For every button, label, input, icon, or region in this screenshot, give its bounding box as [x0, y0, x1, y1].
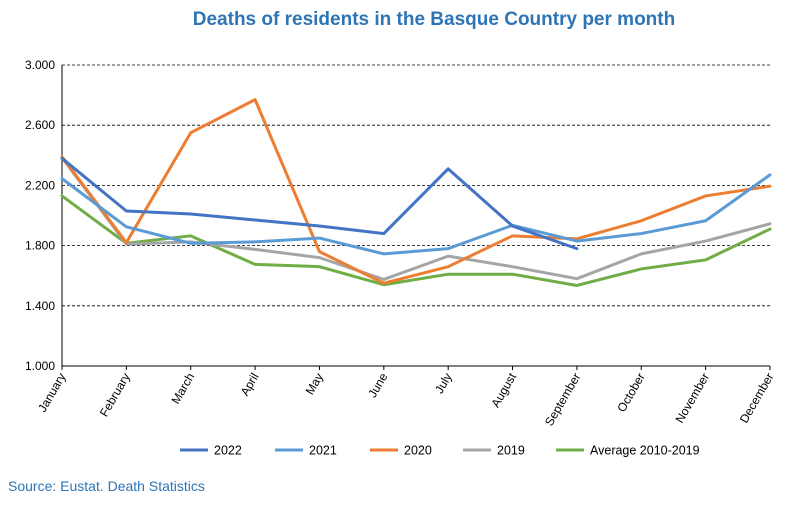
x-tick-label: December: [737, 371, 777, 426]
x-axis: January February March April May June July Augu…: [35, 366, 777, 429]
series-line-2021: [60, 173, 772, 256]
legend-item: 2022: [180, 444, 242, 458]
chart-title: Deaths of residents in the Basque Countr…: [193, 9, 675, 30]
y-tick-label: 2.600: [25, 118, 55, 132]
x-tick-label: May: [303, 371, 326, 398]
x-tick-label: November: [672, 371, 712, 426]
series-line-2020: [60, 98, 772, 285]
legend-item: 2019: [463, 444, 525, 458]
series-line-2022: [60, 156, 579, 251]
x-tick-label: January: [35, 371, 68, 415]
legend-label: Average 2010-2019: [590, 444, 700, 458]
grid: [61, 64, 770, 367]
legend-item: 2020: [370, 444, 432, 458]
x-tick-label: August: [488, 370, 519, 410]
x-tick-label: June: [365, 370, 390, 400]
legend-label: 2021: [309, 444, 337, 458]
legend-label: 2020: [404, 444, 432, 458]
source-note: Source: Eustat. Death Statistics: [8, 478, 205, 494]
y-tick-label: 1.000: [25, 359, 55, 373]
x-tick-label: March: [169, 371, 198, 407]
legend: 2022 2021 2020 2019 Average 2010-2019: [180, 444, 700, 458]
legend-item: 2021: [275, 444, 337, 458]
x-tick-label: September: [542, 371, 583, 429]
y-tick-label: 1.400: [25, 299, 55, 313]
y-axis: 1.000 1.400 1.800 2.200 2.600 3.000: [25, 58, 55, 373]
series-lines: [60, 98, 772, 287]
x-tick-label: October: [614, 370, 647, 414]
y-tick-label: 2.200: [25, 178, 55, 192]
x-tick-label: April: [238, 371, 262, 399]
series-line-average-2010-2019: [60, 194, 772, 287]
series-line-2019: [60, 156, 772, 281]
legend-item: Average 2010-2019: [556, 444, 700, 458]
x-tick-label: July: [432, 371, 455, 396]
y-tick-label: 3.000: [25, 58, 55, 72]
legend-label: 2022: [214, 444, 242, 458]
x-tick-label: February: [97, 371, 133, 420]
legend-label: 2019: [497, 444, 525, 458]
y-tick-label: 1.800: [25, 239, 55, 253]
